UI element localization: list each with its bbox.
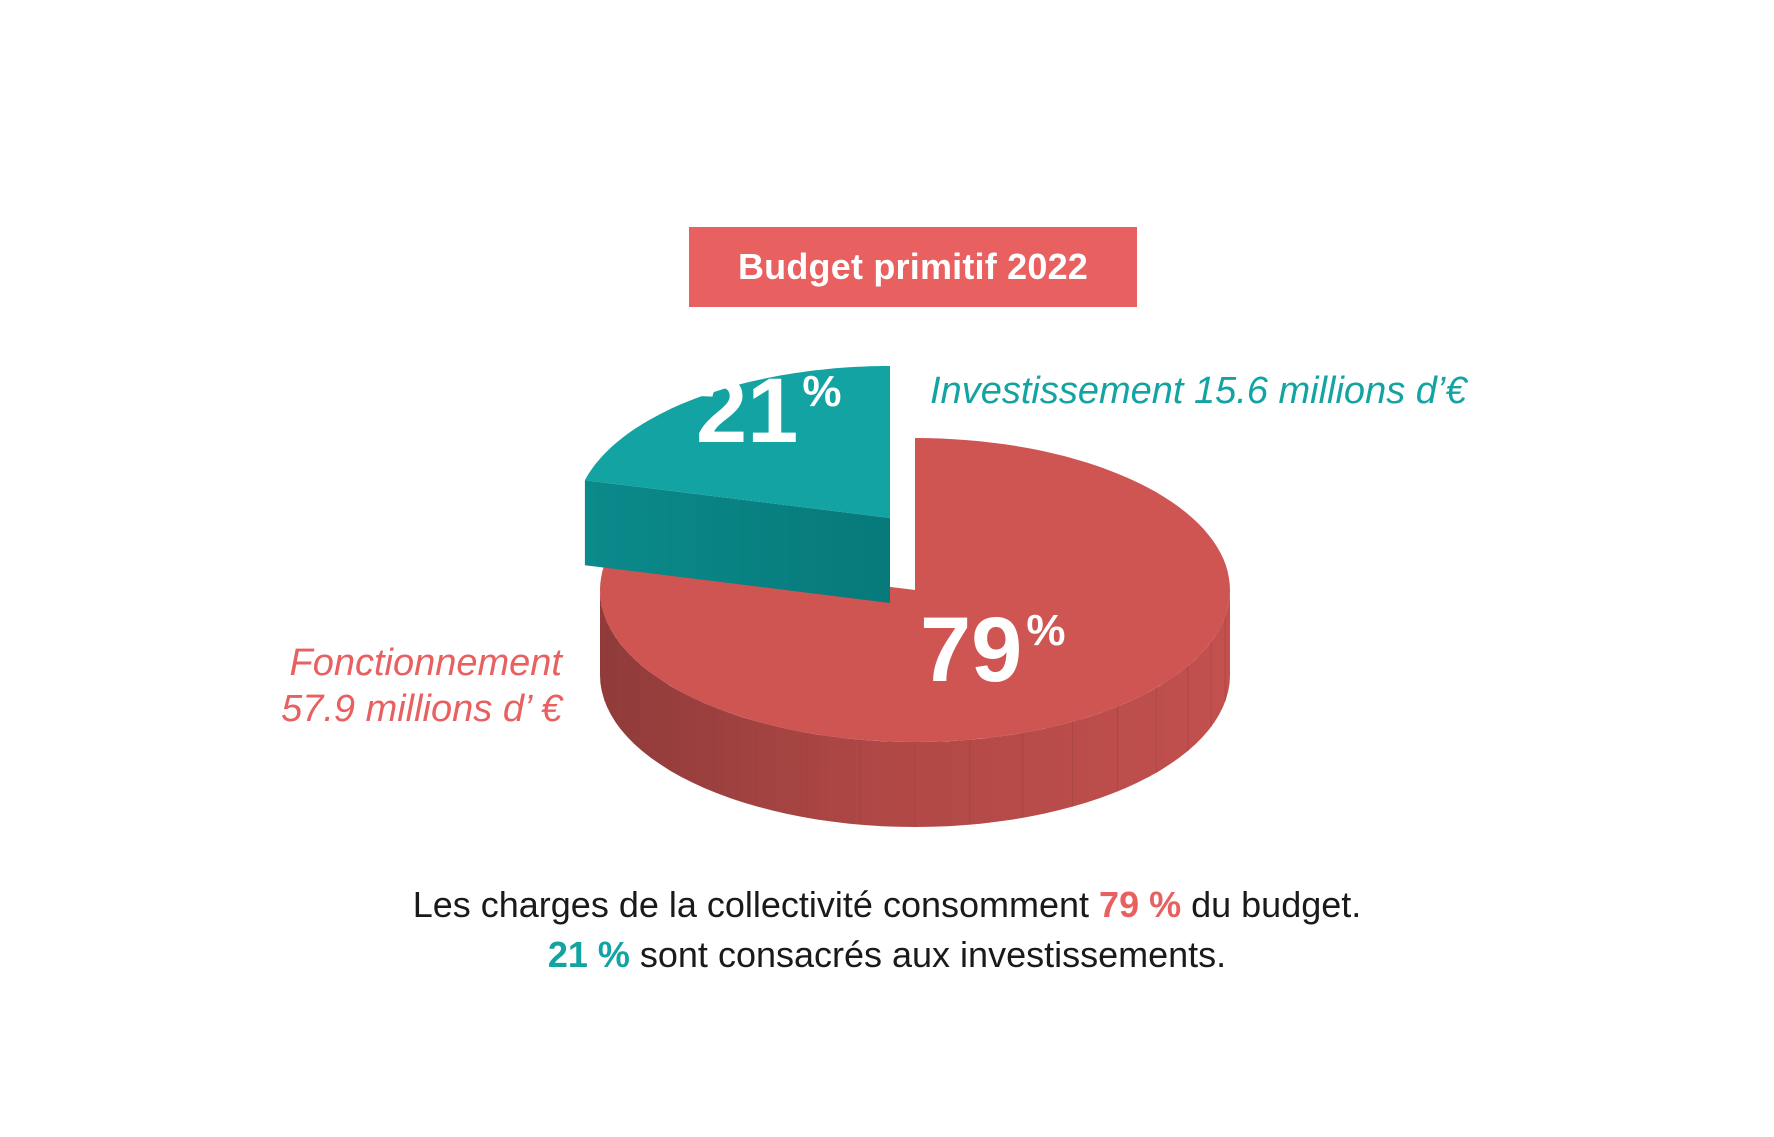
investissement-percent-symbol: % bbox=[802, 367, 842, 416]
caption-investissement-percent: 21 % bbox=[547, 934, 630, 975]
caption-line-2-end: sont consacrés aux investissements. bbox=[629, 934, 1227, 975]
fonctionnement-label-line1: Fonctionnement bbox=[289, 642, 563, 684]
investissement-label: Investissement 15.6 millions d’€ bbox=[930, 370, 1467, 412]
fonctionnement-label-line2: 57.9 millions d’ € bbox=[281, 688, 562, 730]
chart-title: Budget primitif 2022 bbox=[689, 227, 1137, 307]
investissement-percent-value: 21 bbox=[696, 360, 799, 462]
fonctionnement-percent-label: 79% bbox=[920, 604, 1065, 696]
investissement-slice-side bbox=[584, 480, 890, 603]
caption-line-2: 21 % sont consacrés aux investissements. bbox=[0, 930, 1774, 980]
fonctionnement-slice bbox=[600, 438, 1230, 742]
caption-line-1-end: du budget. bbox=[1181, 884, 1362, 925]
caption-line-1: Les charges de la collectivité consommen… bbox=[0, 880, 1774, 930]
caption-line-1-start: Les charges de la collectivité consommen… bbox=[412, 884, 1100, 925]
caption-fonctionnement-percent: 79 % bbox=[1099, 884, 1182, 925]
fonctionnement-percent-value: 79 bbox=[920, 599, 1023, 701]
fonctionnement-label: Fonctionnement 57.9 millions d’ € bbox=[281, 640, 562, 732]
investissement-percent-label: 21% bbox=[696, 365, 841, 457]
investissement-slice bbox=[584, 366, 890, 518]
fonctionnement-percent-symbol: % bbox=[1026, 606, 1066, 655]
